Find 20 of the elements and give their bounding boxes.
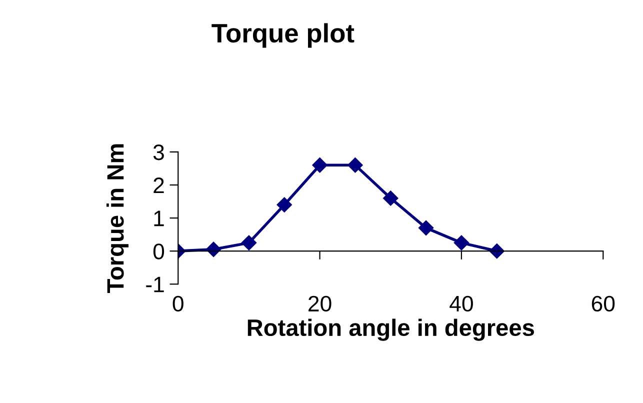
x-tick-label: 60 (592, 296, 615, 312)
point (489, 244, 504, 259)
y-tick-label: 1 (154, 210, 164, 226)
point (418, 220, 434, 236)
y-tick-label: 3 (153, 144, 164, 160)
y-tick-label: 0 (153, 244, 164, 260)
x-axis-title: Rotation angle in degrees (248, 318, 534, 341)
point (241, 235, 257, 250)
point (348, 158, 363, 173)
point (276, 197, 292, 212)
point (312, 158, 328, 173)
point (454, 235, 470, 250)
point (383, 190, 398, 206)
y-axis-title: Torque in Nm (106, 144, 128, 293)
y-tick-label: -1 (146, 276, 164, 292)
x-tick-label: 20 (308, 296, 332, 312)
x-tick-label: 0 (172, 296, 184, 312)
chart-title: Torque plot (212, 23, 354, 48)
x-tick-label: 40 (450, 296, 473, 312)
y-tick-label: 2 (154, 178, 164, 194)
